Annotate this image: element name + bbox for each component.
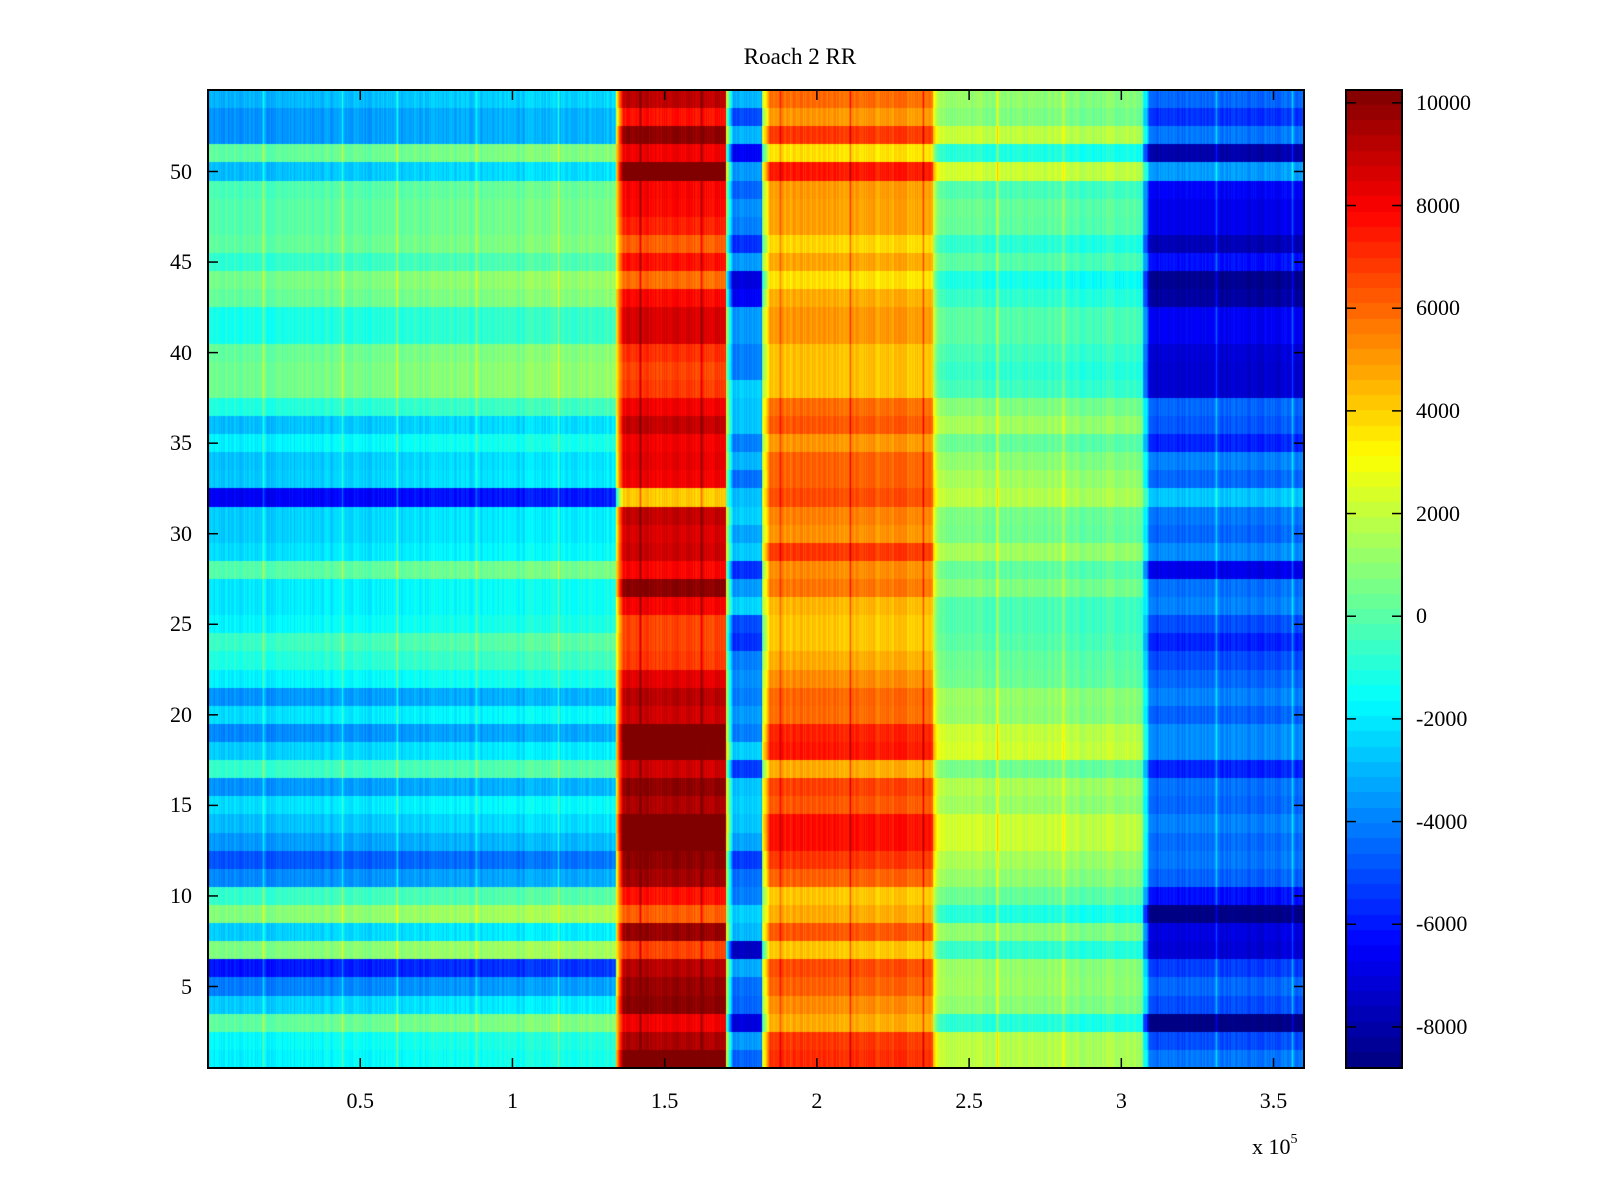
x-tick-label: 3: [1115, 1088, 1127, 1113]
colorbar-tick-label: -2000: [1416, 705, 1468, 731]
y-tick-label: 35: [170, 430, 192, 456]
colorbar-frame: [1345, 89, 1403, 1069]
x-tick-label: 2: [811, 1088, 823, 1113]
x-tick-label: 1: [506, 1088, 518, 1113]
y-tick-label: 10: [170, 882, 192, 908]
y-tick-label: 40: [170, 339, 192, 365]
y-tick-label: 45: [170, 249, 192, 275]
colorbar-tick-label: 6000: [1416, 295, 1460, 321]
colorbar-tick-label: -4000: [1416, 808, 1468, 834]
y-tick-label: 25: [170, 611, 192, 637]
colorbar-image: [1346, 90, 1402, 1068]
colorbar-tick-label: 10000: [1416, 89, 1471, 115]
y-tick-label: 30: [170, 520, 192, 546]
x-tick-label: 1.5: [650, 1088, 679, 1113]
colorbar-tick-label: 4000: [1416, 397, 1460, 423]
colorbar-tick-label: -6000: [1416, 911, 1468, 937]
x-tick-label: 2.5: [955, 1088, 983, 1113]
x-multiplier-base: x 10: [1252, 1134, 1291, 1159]
y-tick-label: 20: [170, 701, 192, 727]
heatmap-image: [208, 90, 1304, 1068]
y-tick-label: 15: [170, 792, 192, 818]
plot-frame: [207, 89, 1305, 1069]
colorbar-tick-label: 8000: [1416, 192, 1460, 218]
x-multiplier-exponent: 5: [1290, 1131, 1298, 1147]
chart-title: Roach 2 RR: [743, 44, 857, 69]
y-tick-label: 5: [181, 973, 192, 999]
x-axis-multiplier: x 105: [1252, 1131, 1298, 1160]
colorbar-tick-label: 2000: [1416, 500, 1460, 526]
colorbar-tick-label: 0: [1416, 603, 1427, 629]
x-tick-label: 0.5: [346, 1088, 374, 1113]
x-tick-label: 3.5: [1259, 1088, 1288, 1113]
y-tick-label: 50: [170, 158, 192, 184]
colorbar-tick-label: -8000: [1416, 1013, 1468, 1039]
